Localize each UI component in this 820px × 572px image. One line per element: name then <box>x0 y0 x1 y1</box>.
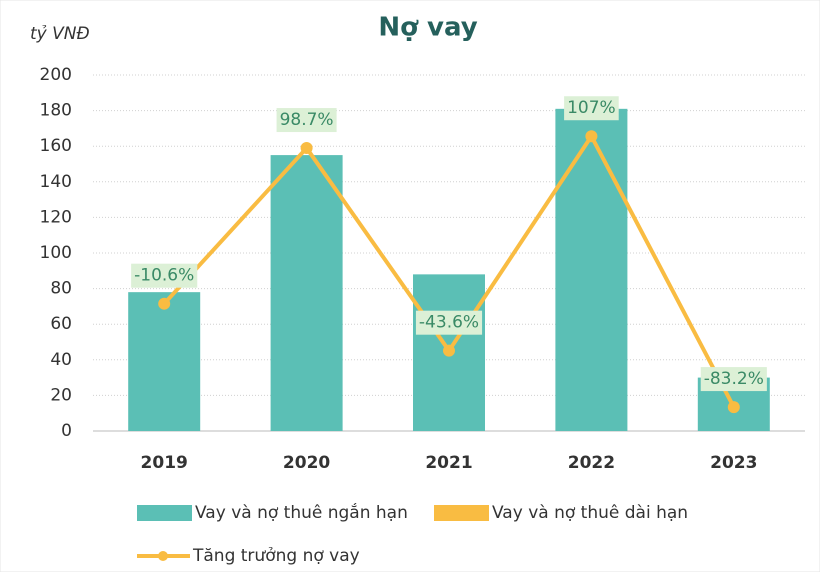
x-tick-label: 2020 <box>283 453 330 473</box>
x-tick-label: 2021 <box>425 453 472 473</box>
data-label-background <box>564 96 619 121</box>
bar <box>128 292 201 431</box>
bar <box>270 155 343 431</box>
x-tick-label: 2023 <box>710 453 757 473</box>
y-tick-label: 180 <box>40 101 72 121</box>
y-tick-label: 60 <box>50 314 72 334</box>
data-label-background <box>415 310 483 335</box>
legend-label: Vay và nợ thuê ngắn hạn <box>195 502 408 523</box>
y-tick-label: 0 <box>61 421 72 441</box>
y-tick-label: 20 <box>50 385 72 405</box>
y-tick-label: 200 <box>40 65 72 85</box>
y-tick-label: 40 <box>50 350 72 370</box>
data-label: -10.6% <box>134 266 194 286</box>
y-axis-label: tỷ VNĐ <box>30 24 90 44</box>
legend-label: Tăng trưởng nợ vay <box>192 546 360 566</box>
line-point <box>727 401 740 414</box>
legend-swatch <box>434 505 489 521</box>
line-point <box>158 297 171 310</box>
legend-swatch <box>137 505 192 521</box>
x-tick-label: 2022 <box>568 453 615 473</box>
y-tick-label: 100 <box>40 243 72 263</box>
x-tick-label: 2019 <box>141 453 188 473</box>
legend-marker <box>158 551 168 561</box>
line-point <box>585 130 598 143</box>
y-tick-label: 120 <box>40 207 72 227</box>
bar <box>555 108 628 431</box>
y-tick-label: 160 <box>40 136 72 156</box>
line-point <box>443 344 455 357</box>
line-point <box>300 142 313 155</box>
chart-title: Nợ vay <box>378 13 477 43</box>
data-label: 98.7% <box>280 110 334 130</box>
data-label-background <box>700 367 767 392</box>
data-label: -83.2% <box>704 369 764 389</box>
data-label-background <box>276 108 337 133</box>
data-label: -43.6% <box>419 313 479 333</box>
y-tick-label: 140 <box>40 172 72 192</box>
data-label-background <box>131 263 198 288</box>
legend-label: Vay và nợ thuê dài hạn <box>492 503 688 523</box>
data-label: 107% <box>567 98 616 118</box>
y-tick-label: 80 <box>50 279 72 299</box>
